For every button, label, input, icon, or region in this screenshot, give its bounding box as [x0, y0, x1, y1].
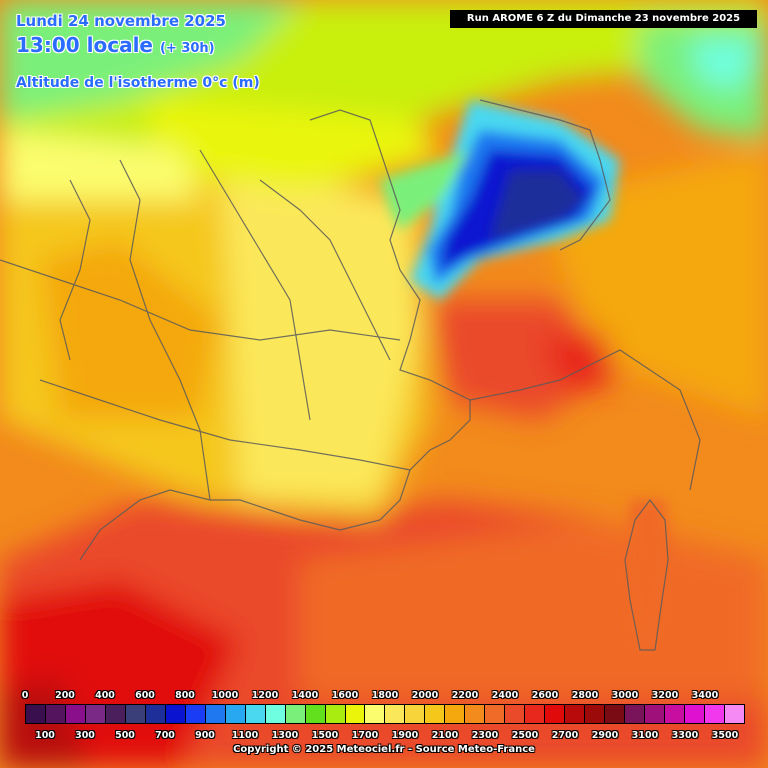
- legend-swatch: [525, 705, 546, 723]
- legend-swatch: [265, 705, 286, 723]
- legend-tick-label: 3200: [651, 690, 679, 701]
- legend-tick-label: 100: [35, 730, 55, 741]
- legend-tick-label: 1300: [271, 730, 299, 741]
- legend-tick-label: 3500: [711, 730, 739, 741]
- legend-swatch: [684, 705, 705, 723]
- legend-swatch: [565, 705, 586, 723]
- legend-tick-label: 300: [75, 730, 95, 741]
- legend-swatch: [325, 705, 346, 723]
- country-border-line: [479, 99, 611, 251]
- legend-swatch: [85, 705, 106, 723]
- forecast-local-time: 13:00 locale: [16, 33, 153, 57]
- legend-tick-label: 700: [155, 730, 175, 741]
- legend-swatch: [445, 705, 466, 723]
- legend-tick-label: 600: [135, 690, 155, 701]
- legend-swatch: [205, 705, 226, 723]
- legend-swatch: [545, 705, 566, 723]
- legend-tick-label: 1100: [231, 730, 259, 741]
- country-border-line: [79, 109, 471, 561]
- legend-tick-label: 3000: [611, 690, 639, 701]
- legend-swatch: [285, 705, 306, 723]
- legend-swatch: [645, 705, 665, 723]
- legend-color-bar: [25, 704, 745, 724]
- legend-tick-label: 3400: [691, 690, 719, 701]
- legend-tick-label: 1400: [291, 690, 319, 701]
- legend-tick-label: 2700: [551, 730, 579, 741]
- legend-tick-label: 1000: [211, 690, 239, 701]
- legend-swatch: [65, 705, 86, 723]
- legend-tick-label: 500: [115, 730, 135, 741]
- region-border-line: [59, 179, 91, 361]
- legend-tick-label: 0: [21, 690, 29, 701]
- legend-tick-label: 3100: [631, 730, 659, 741]
- legend-swatch: [505, 705, 526, 723]
- region-border-line: [259, 179, 391, 361]
- region-border-line: [0, 259, 401, 341]
- model-run-banner: Run AROME 6 Z du Dimanche 23 novembre 20…: [450, 10, 757, 28]
- legend-swatch: [105, 705, 126, 723]
- legend-tick-label: 200: [55, 690, 75, 701]
- legend-tick-label: 3300: [671, 730, 699, 741]
- legend-swatch: [45, 705, 66, 723]
- legend-swatch: [485, 705, 506, 723]
- region-border-line: [199, 149, 311, 421]
- forecast-time: 13:00 locale (+ 30h): [16, 33, 215, 57]
- legend-tick-label: 1900: [391, 730, 419, 741]
- legend-swatch: [605, 705, 626, 723]
- legend-tick-label: 2800: [571, 690, 599, 701]
- legend-swatch: [385, 705, 406, 723]
- coastline: [624, 499, 669, 651]
- legend-tick-label: 1700: [351, 730, 379, 741]
- region-border-line: [39, 379, 411, 471]
- legend-tick-label: 400: [95, 690, 115, 701]
- legend-swatch: [665, 705, 685, 723]
- legend-tick-label: 2200: [451, 690, 479, 701]
- region-border-line: [119, 159, 211, 501]
- forecast-date: Lundi 24 novembre 2025: [16, 12, 226, 30]
- legend-swatch: [704, 705, 725, 723]
- forecast-lead-time: (+ 30h): [159, 41, 215, 56]
- legend-swatch: [345, 705, 366, 723]
- legend-tick-label: 800: [175, 690, 195, 701]
- legend-swatch: [425, 705, 446, 723]
- legend-tick-label: 2100: [431, 730, 459, 741]
- legend-swatch: [625, 705, 646, 723]
- legend-tick-label: 2900: [591, 730, 619, 741]
- legend-swatch: [365, 705, 386, 723]
- legend-swatch: [185, 705, 206, 723]
- borders-overlay: [0, 99, 701, 651]
- legend-tick-label: 2500: [511, 730, 539, 741]
- coastline: [469, 349, 701, 491]
- legend-swatch: [26, 705, 46, 723]
- legend-swatch: [165, 705, 186, 723]
- legend-swatch: [724, 705, 744, 723]
- legend-swatch: [305, 705, 326, 723]
- parameter-title: Altitude de l'isotherme 0°c (m): [16, 75, 260, 91]
- legend-tick-label: 1800: [371, 690, 399, 701]
- legend-tick-label: 2600: [531, 690, 559, 701]
- legend-tick-label: 1200: [251, 690, 279, 701]
- legend-tick-label: 900: [195, 730, 215, 741]
- legend-swatch: [245, 705, 266, 723]
- legend-tick-label: 1500: [311, 730, 339, 741]
- copyright-text: Copyright © 2025 Meteociel.fr - Source M…: [233, 744, 535, 755]
- legend-tick-label: 2400: [491, 690, 519, 701]
- color-scale-legend: 0 200 400 600 800 1000 1200 1400 1600 1800 2000 220…: [0, 686, 768, 768]
- legend-swatch: [405, 705, 426, 723]
- legend-tick-label: 2000: [411, 690, 439, 701]
- legend-swatch: [465, 705, 486, 723]
- legend-swatch: [225, 705, 246, 723]
- legend-tick-label: 1600: [331, 690, 359, 701]
- legend-swatch: [125, 705, 146, 723]
- legend-tick-label: 2300: [471, 730, 499, 741]
- legend-swatch: [585, 705, 606, 723]
- legend-swatch: [145, 705, 166, 723]
